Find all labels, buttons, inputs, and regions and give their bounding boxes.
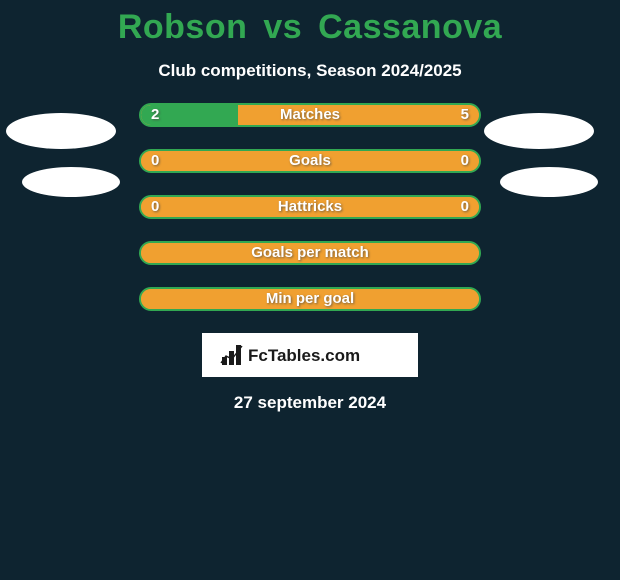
title-vs: vs [263,8,302,46]
right-player-oval-large [484,113,594,149]
player-left-name: Robson [118,8,248,46]
stat-bar-label: Goals [289,152,331,169]
subtitle: Club competitions, Season 2024/2025 [0,61,620,81]
stat-bar-left-value: 0 [151,198,159,215]
stat-bar: Matches 2 5 [139,103,481,127]
stat-bar: Hattricks 0 0 [139,195,481,219]
badge-text: FcTables.com [248,346,360,365]
stat-bar-left-value: 2 [151,106,159,123]
right-player-oval-small [500,167,598,197]
snapshot-date: 27 september 2024 [0,393,620,413]
stat-bar-label: Min per goal [266,290,354,307]
stat-bar-label: Goals per match [251,244,369,261]
stat-bars: Matches 2 5 Goals 0 0 Hattricks 0 0 Goals per mat… [139,103,481,311]
page-title: Robson vs Cassanova [0,8,620,47]
stat-bar: Min per goal [139,287,481,311]
stat-bar: Goals 0 0 [139,149,481,173]
stat-bar-label: Hattricks [278,198,342,215]
comparison-widget: Robson vs Cassanova Club competitions, S… [0,0,620,413]
stat-bar-right-value: 0 [461,198,469,215]
left-player-oval-large [6,113,116,149]
fctables-badge[interactable]: FcTables.com [202,333,418,377]
bar-chart-icon [221,345,242,365]
player-right-name: Cassanova [318,8,502,46]
stat-bar: Goals per match [139,241,481,265]
stat-bar-left-value: 0 [151,152,159,169]
stat-bar-label: Matches [280,106,340,123]
left-player-oval-small [22,167,120,197]
stat-bar-right-value: 0 [461,152,469,169]
stat-bar-right-value: 5 [461,106,469,123]
comparison-arena: Matches 2 5 Goals 0 0 Hattricks 0 0 Goals per mat… [0,103,620,413]
stat-bar-right-fill [238,105,479,125]
